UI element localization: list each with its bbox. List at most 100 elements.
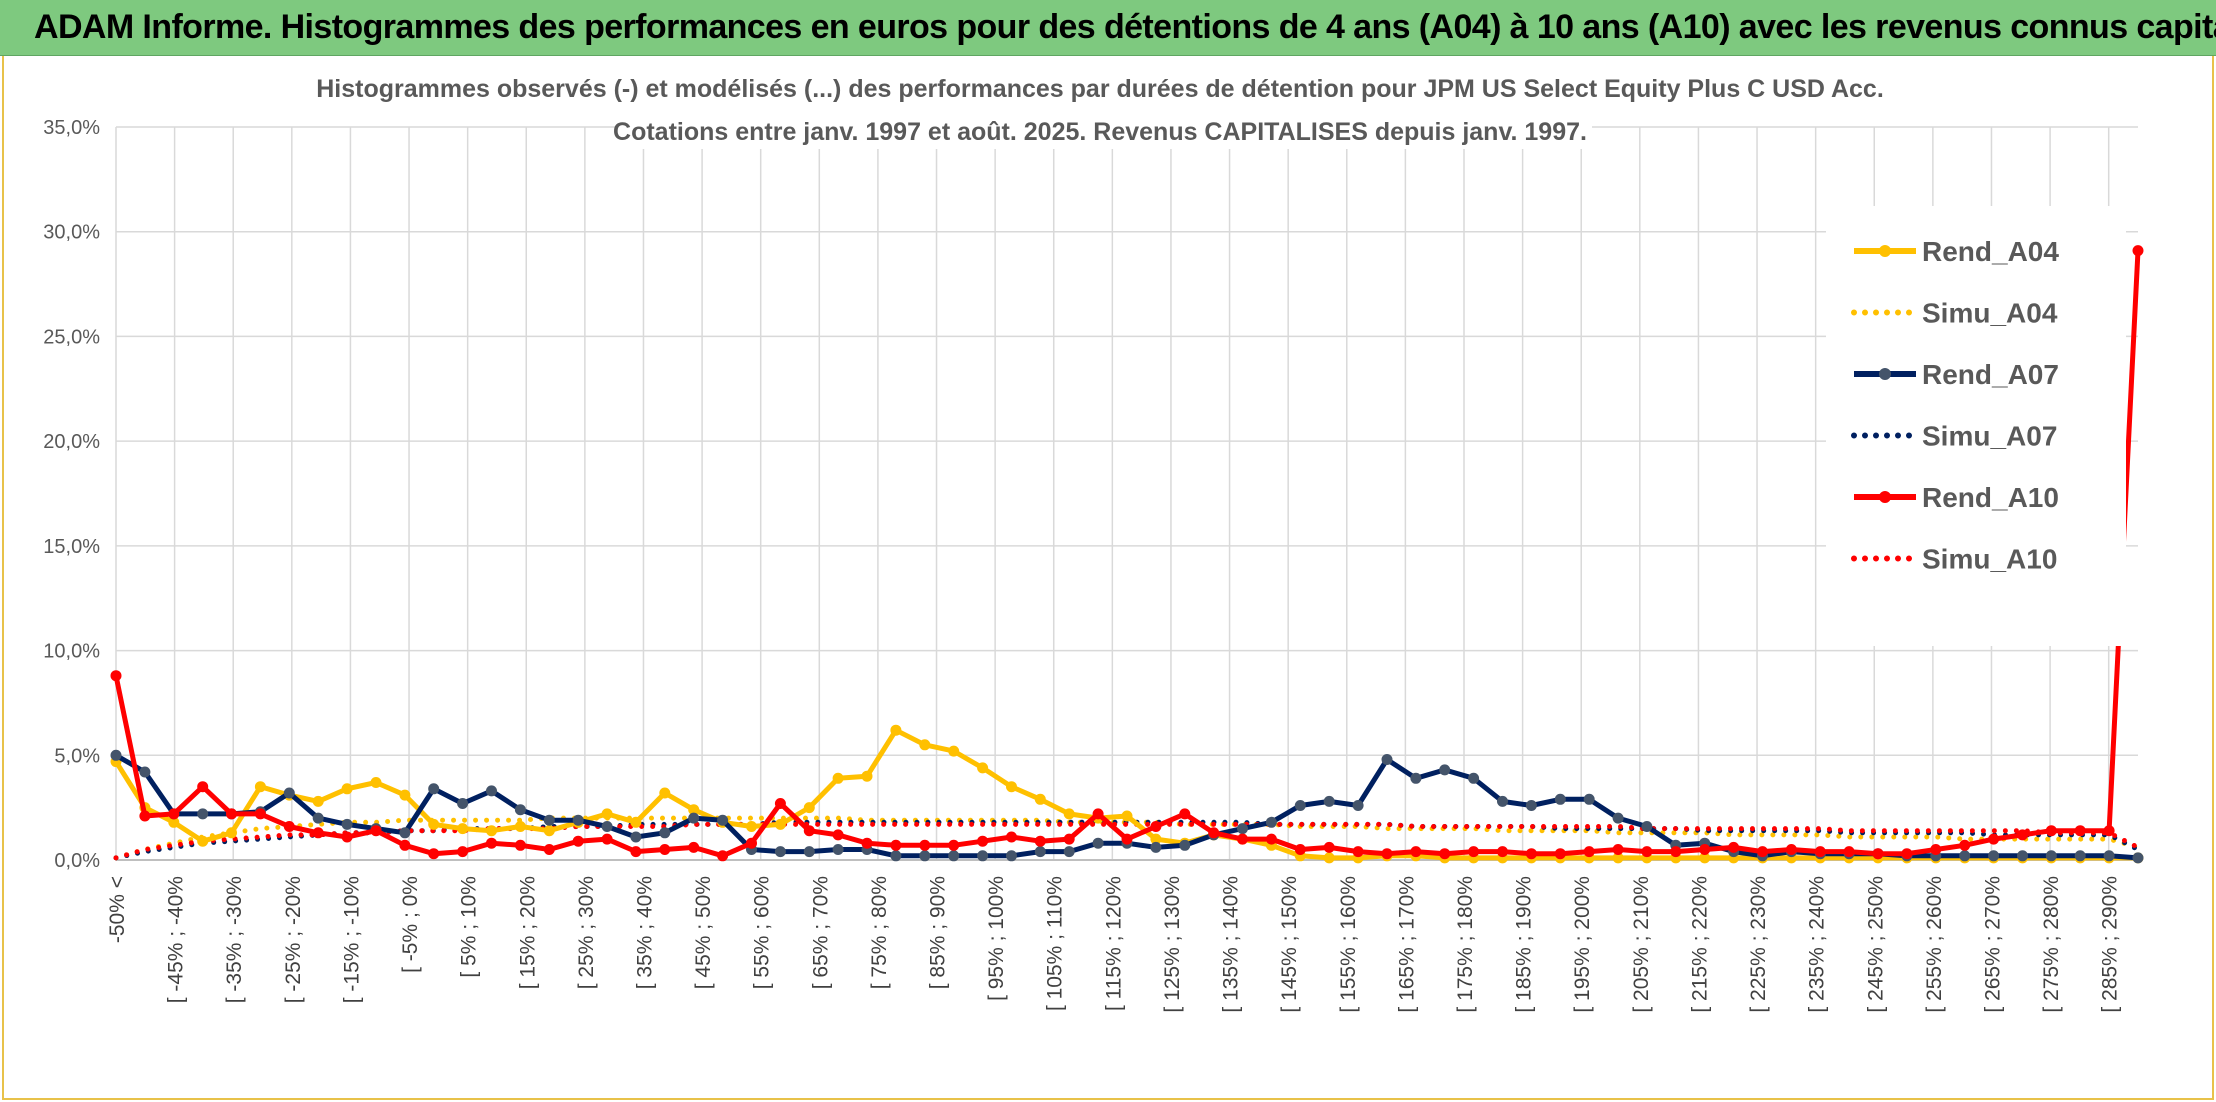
data-point: [341, 831, 353, 843]
y-tick-label: 5,0%: [54, 745, 100, 767]
data-point: [1959, 850, 1971, 862]
data-point: [746, 837, 757, 849]
data-point: [197, 835, 209, 847]
data-point: [2074, 850, 2086, 862]
x-tick-label: [ 95% ; 100%: [985, 876, 1008, 1001]
histogram-chart: 0,0% 5,0% 10,0% 15,0% 20,0% 25,0% 30,0% 35,0% -…: [43, 70, 2144, 1013]
data-point: [1063, 833, 1075, 845]
x-tick-label: [ 185% ; 190%: [1513, 876, 1536, 1013]
series-line-simu-a04: [113, 815, 2141, 861]
data-point: [110, 749, 122, 761]
x-tick-label: [ 285% ; 290%: [2099, 876, 2122, 1013]
data-point: [139, 766, 151, 778]
y-tick-label: 15,0%: [43, 536, 100, 558]
data-point: [312, 795, 324, 807]
data-point: [399, 839, 411, 851]
x-tick-label: [ 215% ; 220%: [1688, 876, 1711, 1013]
legend-marker: [1879, 368, 1891, 380]
data-point: [312, 812, 324, 824]
data-point: [1381, 848, 1393, 860]
legend-label: Simu_A10: [1922, 544, 2057, 575]
data-point: [1410, 846, 1422, 858]
data-point: [1208, 827, 1220, 839]
data-point: [226, 808, 237, 820]
data-point: [688, 841, 700, 853]
chart-title-background: [326, 70, 1882, 106]
data-point: [1468, 846, 1480, 858]
x-tick-label: [ 35% ; 40%: [633, 876, 656, 989]
data-point: [1641, 821, 1653, 832]
data-point: [572, 835, 584, 847]
data-point: [2017, 829, 2028, 841]
data-point: [832, 829, 844, 841]
data-point: [1092, 808, 1104, 820]
data-point: [601, 821, 613, 832]
x-tick-label: [ 5% ; 10%: [458, 876, 481, 978]
data-point: [428, 848, 440, 860]
x-tick-label: [ 205% ; 210%: [1630, 876, 1653, 1013]
data-point: [948, 839, 960, 851]
grid: [115, 126, 2138, 861]
legend-label: Rend_A07: [1922, 359, 2059, 390]
data-point: [1237, 823, 1248, 835]
data-point: [457, 823, 469, 835]
data-point: [197, 781, 209, 793]
y-tick-label: 20,0%: [43, 431, 100, 453]
data-point: [746, 821, 757, 832]
data-point: [486, 785, 497, 797]
data-point: [1121, 810, 1133, 822]
data-point: [1612, 812, 1624, 824]
data-point: [1497, 846, 1508, 858]
data-point: [1757, 846, 1768, 858]
legend-marker: [1879, 245, 1891, 257]
data-point: [341, 818, 353, 830]
x-tick-label: [ 85% ; 90%: [927, 876, 950, 989]
data-point: [890, 839, 902, 851]
x-tick-label: [ 165% ; 170%: [1395, 876, 1418, 1013]
x-tick-label: [ 115% ; 120%: [1102, 876, 1125, 1011]
y-axis-ticks: 0,0% 5,0% 10,0% 15,0% 20,0% 25,0% 30,0% 35,0%: [43, 117, 100, 872]
data-point: [717, 850, 729, 862]
x-tick-label: [ 235% ; 240%: [1806, 876, 1829, 1013]
data-point: [774, 798, 786, 809]
data-point: [1092, 837, 1104, 849]
data-point: [399, 789, 411, 801]
y-tick-label: 10,0%: [43, 641, 100, 663]
data-point: [2074, 825, 2086, 837]
data-point: [312, 827, 324, 839]
data-point: [1497, 795, 1508, 807]
data-point: [254, 781, 266, 793]
data-point: [1034, 793, 1046, 805]
data-point: [370, 777, 382, 788]
data-point: [803, 846, 815, 858]
data-point: [1410, 772, 1422, 784]
legend-background: [1826, 206, 2126, 646]
data-point: [2045, 850, 2057, 862]
x-tick-label: [ 195% ; 200%: [1571, 876, 1594, 1013]
x-tick-label: [ 275% ; 280%: [2040, 876, 2063, 1013]
x-tick-label: [ 125% ; 130%: [1161, 876, 1184, 1013]
x-tick-label: [ 265% ; 270%: [1981, 876, 2004, 1013]
data-point: [832, 844, 844, 855]
data-point: [1034, 846, 1046, 858]
data-point: [168, 808, 180, 820]
legend-marker: [1879, 491, 1891, 503]
data-point: [1179, 808, 1191, 820]
data-point: [832, 772, 844, 784]
data-point: [1323, 841, 1335, 853]
data-point: [1525, 848, 1537, 860]
data-point: [890, 724, 902, 736]
data-point: [630, 846, 642, 858]
data-point: [428, 818, 440, 830]
chart-frame: 0,0% 5,0% 10,0% 15,0% 20,0% 25,0% 30,0% 35,0% -…: [2, 56, 2214, 1100]
y-tick-label: 25,0%: [43, 326, 100, 348]
x-tick-label: [ 65% ; 70%: [809, 876, 832, 989]
series: [110, 245, 2144, 864]
data-point: [1381, 754, 1393, 765]
data-point: [2017, 850, 2028, 862]
data-point: [514, 804, 526, 816]
legend-label: Simu_A07: [1922, 421, 2057, 452]
x-axis-ticks: -50% < [ -45% ; -40% [ -35% ; -30% [ -25% ;…: [106, 876, 2122, 1013]
data-point: [1612, 844, 1624, 855]
data-point: [1988, 833, 2000, 845]
